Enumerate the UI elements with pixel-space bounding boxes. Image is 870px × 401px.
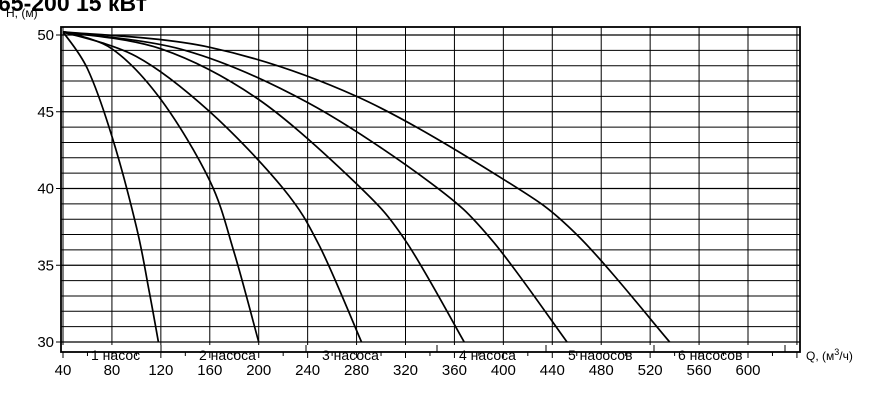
y-tick-label: 35 bbox=[37, 257, 54, 274]
x-tick-label: 440 bbox=[540, 362, 565, 379]
x-tick-label: 480 bbox=[589, 362, 614, 379]
pump-count-label: 6 насосов bbox=[678, 347, 743, 363]
curve-6 bbox=[62, 31, 671, 343]
x-tick-label: 240 bbox=[295, 362, 320, 379]
curve-4 bbox=[62, 31, 465, 343]
y-axis-label: H, (м) bbox=[6, 6, 38, 20]
pump-count-label: 1 насос bbox=[91, 347, 140, 363]
curve-2 bbox=[62, 31, 260, 343]
x-tick-label: 560 bbox=[687, 362, 712, 379]
curve-1 bbox=[62, 31, 160, 343]
chart-title: 65-200 15 кВт bbox=[0, 0, 148, 16]
pump-curves bbox=[62, 31, 671, 343]
y-tick-label: 40 bbox=[37, 181, 54, 198]
plot-frame bbox=[60, 26, 801, 353]
pump-count-label: 3 насоса bbox=[322, 347, 379, 363]
x-tick-label: 360 bbox=[442, 362, 467, 379]
x-tick-label: 80 bbox=[104, 362, 121, 379]
x-tick-label: 160 bbox=[197, 362, 222, 379]
y-tick-label: 30 bbox=[37, 334, 54, 351]
y-tick-label: 50 bbox=[37, 27, 54, 44]
labels: H, (м) Q, (м3/ч) 30 35 40 45 50 40 80 120 160 200… bbox=[6, 6, 853, 379]
pump-count-label: 5 насосов bbox=[568, 347, 633, 363]
x-tick-label: 120 bbox=[148, 362, 173, 379]
x-tick-label: 40 bbox=[55, 362, 72, 379]
x-tick-label: 600 bbox=[735, 362, 760, 379]
x-tick-label: 200 bbox=[246, 362, 271, 379]
x-tick-label: 400 bbox=[491, 362, 516, 379]
grid bbox=[56, 26, 801, 358]
pump-count-label: 2 насоса bbox=[199, 347, 256, 363]
pump-count-label: 4 насоса bbox=[459, 347, 516, 363]
x-tick-label: 320 bbox=[393, 362, 418, 379]
x-axis-label: Q, (м3/ч) bbox=[806, 347, 853, 363]
x-tick-label: 520 bbox=[638, 362, 663, 379]
y-tick-label: 45 bbox=[37, 104, 54, 121]
x-tick-label: 280 bbox=[344, 362, 369, 379]
curve-5 bbox=[62, 31, 568, 343]
curve-3 bbox=[62, 31, 363, 343]
